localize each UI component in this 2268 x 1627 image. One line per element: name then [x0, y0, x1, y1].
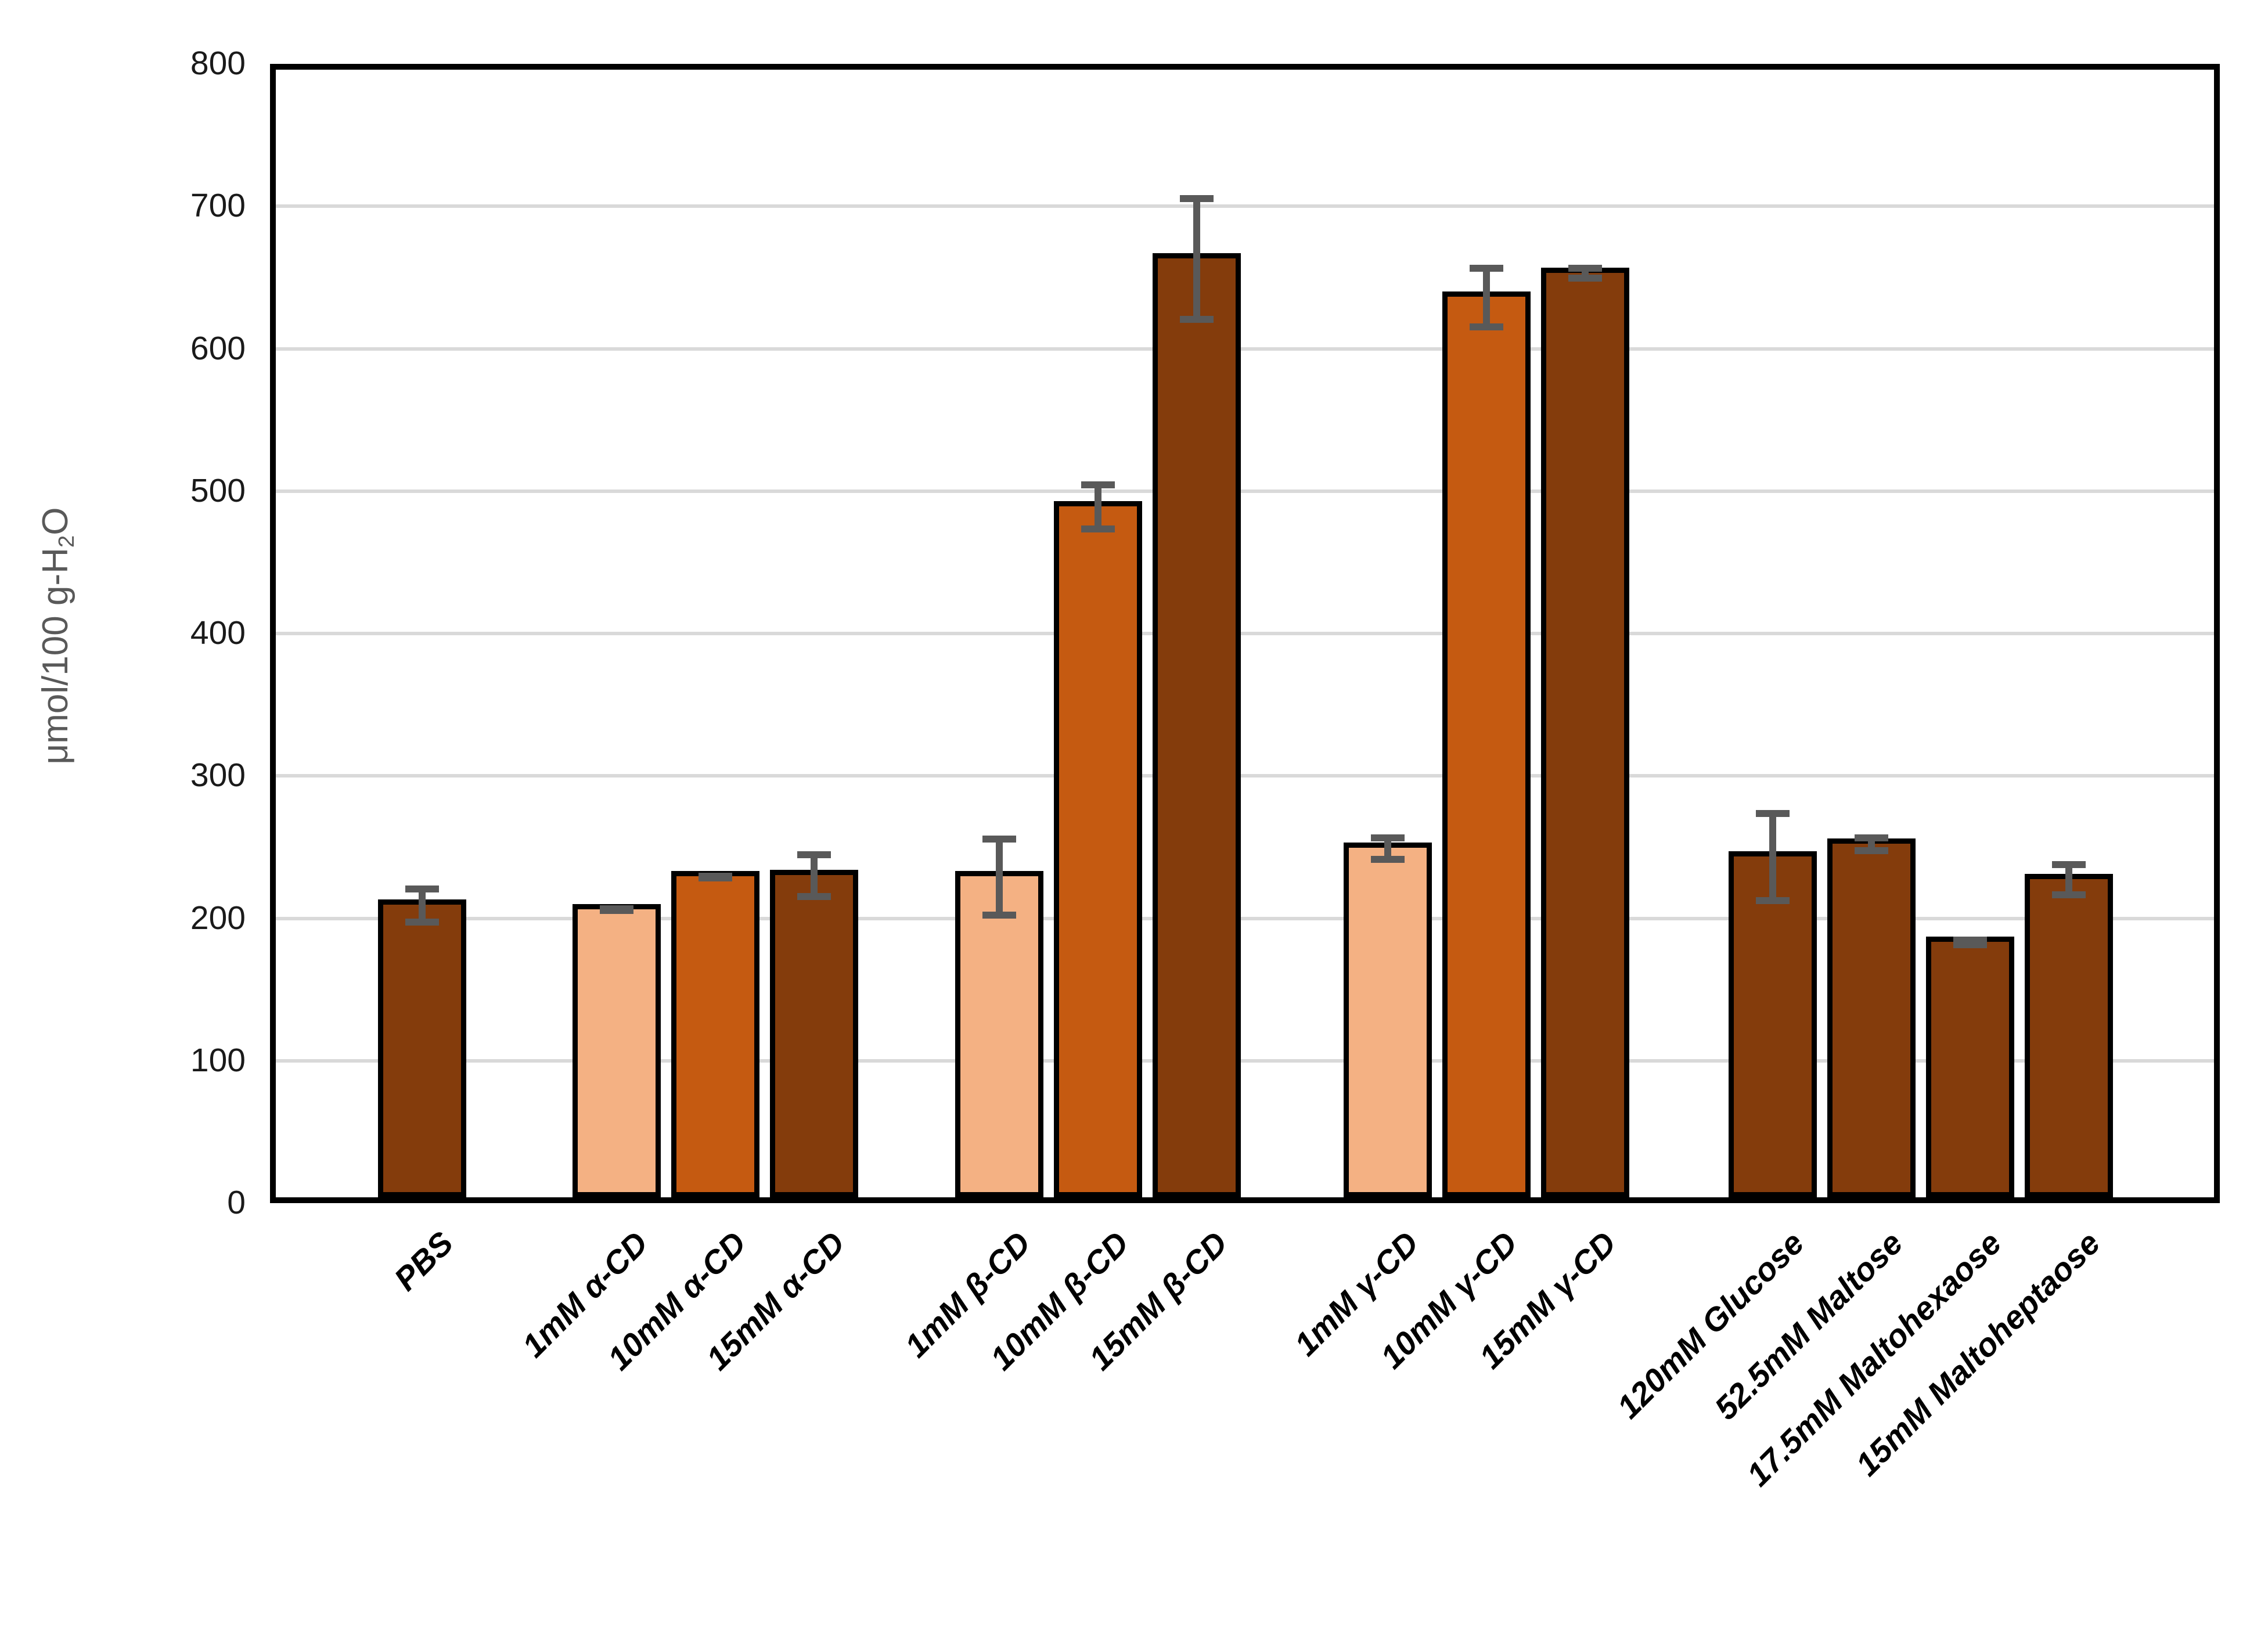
bar-15mM β-CD: [1153, 253, 1241, 1197]
y-tick-label-100: 100: [190, 1041, 246, 1079]
gridline-300: [276, 774, 2214, 778]
error-bar-top-cap-10mM β-CD: [1081, 481, 1115, 488]
error-bar-top-cap-15mM α-CD: [797, 851, 831, 859]
bar-10mM β-CD: [1054, 501, 1142, 1197]
plot-area: [270, 64, 2220, 1203]
bar-PBS: [378, 899, 466, 1197]
error-bar-top-cap-52.5mM Maltose: [1855, 834, 1888, 841]
y-axis-title-end: O: [35, 507, 75, 535]
bar-15mM Maltoheptaose: [2025, 874, 2113, 1197]
bar-10mM γ-CD: [1442, 291, 1531, 1197]
y-axis-title-subscript: 2: [53, 535, 79, 548]
error-bar-bottom-cap-15mM Maltoheptaose: [2052, 891, 2086, 899]
gridline-700: [276, 204, 2214, 208]
error-bar-bottom-cap-PBS: [405, 918, 439, 926]
bar-52.5mM Maltose: [1827, 838, 1916, 1197]
error-bar-top-cap-10mM γ-CD: [1470, 264, 1503, 272]
error-bar-bottom-cap-1mM β-CD: [982, 911, 1016, 919]
y-tick-label-0: 0: [227, 1184, 246, 1221]
y-tick-label-800: 800: [190, 45, 246, 82]
error-bar-10mM γ-CD: [1483, 264, 1490, 330]
error-bar-top-cap-15mM γ-CD: [1568, 264, 1602, 272]
error-bar-bottom-cap-15mM α-CD: [797, 892, 831, 900]
error-bar-top-cap-15mM Maltoheptaose: [2052, 861, 2086, 869]
y-tick-label-200: 200: [190, 899, 246, 937]
error-bar-bottom-cap-15mM γ-CD: [1568, 275, 1602, 282]
error-bar-1mM γ-CD: [1384, 834, 1391, 863]
gridline-100: [276, 1059, 2214, 1063]
bar-1mM γ-CD: [1344, 843, 1432, 1197]
error-bar-15mM α-CD: [811, 851, 818, 900]
y-tick-label-600: 600: [190, 329, 246, 367]
error-bar-10mM β-CD: [1095, 481, 1101, 532]
error-bar-top-cap-15mM β-CD: [1180, 195, 1214, 202]
y-tick-label-300: 300: [190, 757, 246, 794]
x-axis-label-PBS: PBS: [387, 1224, 460, 1298]
error-bar-bottom-cap-10mM α-CD: [699, 874, 732, 881]
gridline-200: [276, 916, 2214, 920]
error-bar-15mM Maltoheptaose: [2065, 861, 2072, 899]
gridline-600: [276, 347, 2214, 351]
error-bar-1mM β-CD: [996, 836, 1003, 919]
x-axis-label-120mM Glucose: 120mM Glucose: [1610, 1224, 1811, 1426]
error-bar-bottom-cap-15mM β-CD: [1180, 316, 1214, 323]
error-bar-15mM β-CD: [1193, 195, 1200, 323]
bar-10mM α-CD: [671, 871, 759, 1197]
y-axis-title-main: μmol/100 g-H: [35, 548, 75, 765]
error-bar-bottom-cap-10mM γ-CD: [1470, 323, 1503, 330]
bar-1mM α-CD: [573, 904, 661, 1197]
bar-15mM γ-CD: [1541, 267, 1629, 1197]
y-tick-label-500: 500: [190, 471, 246, 509]
error-bar-bottom-cap-52.5mM Maltose: [1855, 847, 1888, 855]
error-bar-bottom-cap-10mM β-CD: [1081, 525, 1115, 532]
error-bar-top-cap-1mM β-CD: [982, 836, 1016, 843]
y-tick-label-400: 400: [190, 614, 246, 651]
bar-15mM α-CD: [770, 869, 858, 1197]
x-axis-label-52.5mM Maltose: 52.5mM Maltose: [1707, 1224, 1910, 1427]
error-bar-bottom-cap-1mM γ-CD: [1371, 855, 1405, 863]
error-bar-bottom-cap-1mM α-CD: [600, 907, 633, 915]
bar-17.5mM Maltohexaose: [1926, 937, 2014, 1197]
gridline-400: [276, 632, 2214, 635]
bar-1mM β-CD: [955, 871, 1043, 1197]
gridline-500: [276, 489, 2214, 493]
error-bar-top-cap-1mM γ-CD: [1371, 834, 1405, 841]
error-bar-bottom-cap-120mM Glucose: [1756, 897, 1790, 904]
error-bar-120mM Glucose: [1769, 810, 1776, 904]
error-bar-top-cap-120mM Glucose: [1756, 810, 1790, 818]
error-bar-PBS: [419, 886, 426, 926]
error-bar-bottom-cap-17.5mM Maltohexaose: [1953, 941, 1987, 948]
y-tick-label-700: 700: [190, 187, 246, 225]
error-bar-top-cap-PBS: [405, 886, 439, 893]
